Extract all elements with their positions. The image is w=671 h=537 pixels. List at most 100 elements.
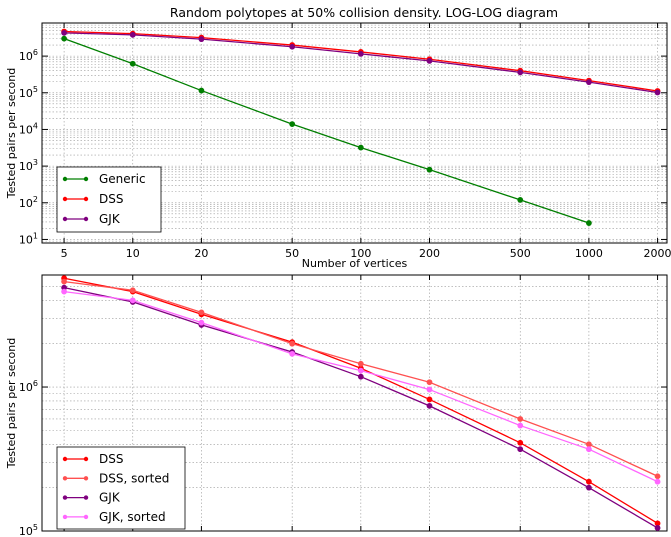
data-point [198,87,205,94]
legend-marker [83,514,89,520]
y-tick-label: 102 [19,195,38,210]
data-point [654,520,661,527]
data-point [426,386,433,393]
ticks [42,23,667,243]
data-point [654,525,661,531]
legend-marker [62,216,68,222]
y-tick-label: 104 [19,121,38,136]
data-point [289,340,296,347]
grid [42,23,667,243]
plot-frame [41,274,668,532]
data-point [426,402,433,409]
legend-label: DSS, sorted [99,471,169,485]
data-point [426,379,433,386]
legend-marker [62,476,68,481]
y-tick-label: 105 [19,523,38,537]
data-point [586,79,592,86]
y-tick-label: 103 [19,158,38,173]
legend-marker [62,176,68,182]
data-point [61,288,68,295]
grid [42,275,667,531]
data-point [586,446,592,453]
legend-label: GJK, sorted [99,510,166,524]
x-tick-label: 10 [126,247,140,260]
x-tick-label: 200 [419,247,440,260]
legend-marker [83,216,89,222]
data-point [586,484,592,491]
data-point [198,309,205,316]
data-point [129,60,136,67]
legend-marker [83,476,89,481]
series-gjk-sorted [61,288,661,485]
data-point [289,43,296,50]
data-point [517,446,524,453]
legend-label: DSS [99,192,123,206]
y-tick-label: 101 [19,231,38,246]
data-point [654,478,661,485]
legend: DSS DSS, sorted GJK GJK, sorted [56,446,186,530]
y-tick-label: 106 [19,379,38,394]
x-axis-label: Number of vertices [302,257,408,270]
data-point [61,35,68,42]
legend-marker [62,196,68,202]
data-point [426,58,433,64]
data-point [586,478,592,485]
series-gjk [61,284,661,531]
series-line [64,30,658,92]
data-point [654,89,661,96]
legend: Generic DSS GJK [56,166,162,233]
legend-marker [83,176,89,182]
data-point [129,31,136,38]
chart-title: Random polytopes at 50% collision densit… [170,5,558,20]
legend-marker [83,456,89,462]
data-point [654,473,661,480]
data-point [129,287,136,294]
chart-top: 5 10 20 50 100 200 500 1000 2000 101 102 103 104 105 1… [5,22,671,270]
data-point [198,319,205,326]
data-point [517,439,524,446]
x-tick-label: 20 [194,247,208,260]
y-tick-label: 106 [19,48,38,63]
data-point [586,220,592,226]
y-axis-label: Tested pairs per second [5,68,18,199]
data-point [517,69,524,76]
legend-marker [62,495,68,500]
data-point [198,36,205,43]
data-point [289,350,296,357]
series-gjk [61,29,661,96]
x-tick-label: 100 [350,247,371,260]
data-point [129,297,136,304]
y-axis-label: Tested pairs per second [5,338,18,469]
legend-box [56,166,162,233]
legend-box [56,446,186,530]
data-point [357,360,364,367]
x-tick-label: 1000 [575,247,603,260]
series-line [63,38,590,224]
series-generic [61,35,592,226]
data-point [61,29,68,36]
series-dss-sorted [61,278,661,480]
x-tick-label: 500 [510,247,531,260]
data-point [357,144,364,151]
legend-marker [83,196,89,202]
data-point [426,166,433,173]
data-point [586,441,592,448]
data-point [517,416,524,422]
legend-label: Generic [99,172,146,186]
legend-label: GJK [99,212,121,226]
x-tick-label: 50 [285,247,299,260]
legend-marker [83,495,89,500]
x-tick-label: 2000 [644,247,671,260]
y-tick-label: 105 [19,85,38,100]
legend-marker [62,456,68,462]
data-point [289,121,296,127]
data-point [426,396,433,403]
data-point [61,278,68,285]
data-point [517,196,524,203]
legend-label: GJK [99,491,121,505]
legend-label: DSS [99,452,123,466]
plot-frame [41,22,668,244]
data-point [357,367,364,374]
